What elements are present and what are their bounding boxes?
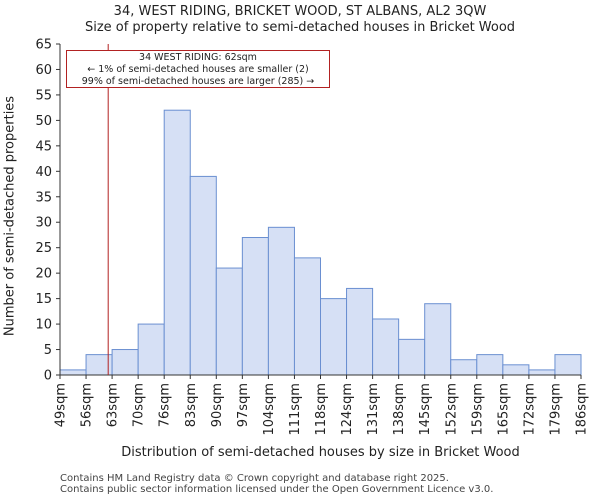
bar-104sqm (267, 226, 295, 376)
x-tick-label-90sqm: 90sqm (210, 383, 225, 427)
x-tick-label-152sqm: 152sqm (444, 383, 459, 436)
y-tick-label-25: 25 (35, 241, 52, 256)
bar-131sqm (372, 318, 400, 376)
y-tick-label-10: 10 (35, 318, 52, 333)
x-tick-label-104sqm: 104sqm (262, 383, 277, 436)
annotation-line-2: ← 1% of semi-detached houses are smaller… (87, 64, 309, 75)
y-tick-label-65: 65 (35, 38, 52, 53)
x-tick-label-145sqm: 145sqm (418, 383, 433, 436)
bar-152sqm (450, 359, 478, 376)
x-tick-label-124sqm: 124sqm (340, 383, 355, 436)
footer-copyright: Contains HM Land Registry data © Crown c… (60, 473, 449, 484)
y-tick-label-35: 35 (35, 190, 52, 205)
x-tick-label-56sqm: 56sqm (80, 383, 95, 427)
bar-97sqm (241, 237, 269, 376)
y-tick-label-50: 50 (35, 114, 52, 129)
x-tick-label-76sqm: 76sqm (158, 383, 173, 427)
x-tick-label-131sqm: 131sqm (366, 383, 381, 436)
x-tick-label-179sqm: 179sqm (548, 383, 563, 436)
x-tick-label-63sqm: 63sqm (106, 383, 121, 427)
x-tick-label-49sqm: 49sqm (54, 383, 69, 427)
y-tick-label-55: 55 (35, 88, 52, 103)
bar-124sqm (346, 287, 374, 376)
bar-179sqm (554, 354, 582, 376)
chart-subtitle: Size of property relative to semi-detach… (84, 20, 516, 35)
bar-90sqm (215, 267, 243, 376)
x-tick-label-159sqm: 159sqm (470, 383, 485, 436)
x-tick-label-172sqm: 172sqm (522, 383, 537, 436)
y-tick-label-45: 45 (35, 139, 52, 154)
y-axis-label: Number of semi-detached properties (2, 95, 18, 337)
annotation-line-3: 99% of semi-detached houses are larger (… (81, 76, 315, 87)
y-tick-label-30: 30 (35, 216, 52, 231)
x-tick-label-186sqm: 186sqm (575, 383, 590, 436)
x-tick-label-111sqm: 111sqm (288, 383, 303, 436)
bar-49sqm (59, 369, 87, 376)
x-tick-label-83sqm: 83sqm (184, 383, 199, 427)
bar-159sqm (476, 354, 504, 376)
x-tick-label-118sqm: 118sqm (314, 383, 329, 436)
x-tick-label-70sqm: 70sqm (132, 383, 147, 427)
bar-165sqm (502, 364, 530, 376)
y-tick-label-40: 40 (35, 165, 52, 180)
y-tick-label-5: 5 (44, 343, 52, 358)
bar-118sqm (320, 298, 348, 376)
y-tick-label-0: 0 (44, 369, 52, 384)
y-tick-label-15: 15 (35, 292, 52, 307)
bar-83sqm (189, 175, 217, 376)
bar-70sqm (137, 323, 165, 376)
annotation-line-1: 34 WEST RIDING: 62sqm (139, 52, 257, 63)
y-tick-label-20: 20 (35, 267, 52, 282)
bar-172sqm (528, 369, 556, 376)
x-tick-label-97sqm: 97sqm (236, 383, 251, 427)
x-axis-label: Distribution of semi-detached houses by … (121, 445, 520, 460)
bar-111sqm (293, 257, 322, 376)
bar-145sqm (424, 303, 452, 376)
footer-licence: Contains public sector information licen… (60, 484, 494, 495)
property-annotation-box: 34 WEST RIDING: 62sqm ← 1% of semi-detac… (66, 50, 330, 88)
bar-138sqm (398, 338, 426, 376)
x-tick-label-165sqm: 165sqm (496, 383, 511, 436)
bar-63sqm (111, 349, 139, 376)
y-tick-label-60: 60 (35, 63, 52, 78)
chart-title: 34, WEST RIDING, BRICKET WOOD, ST ALBANS… (113, 4, 487, 19)
bar-76sqm (163, 109, 191, 376)
x-tick-label-138sqm: 138sqm (392, 383, 407, 436)
